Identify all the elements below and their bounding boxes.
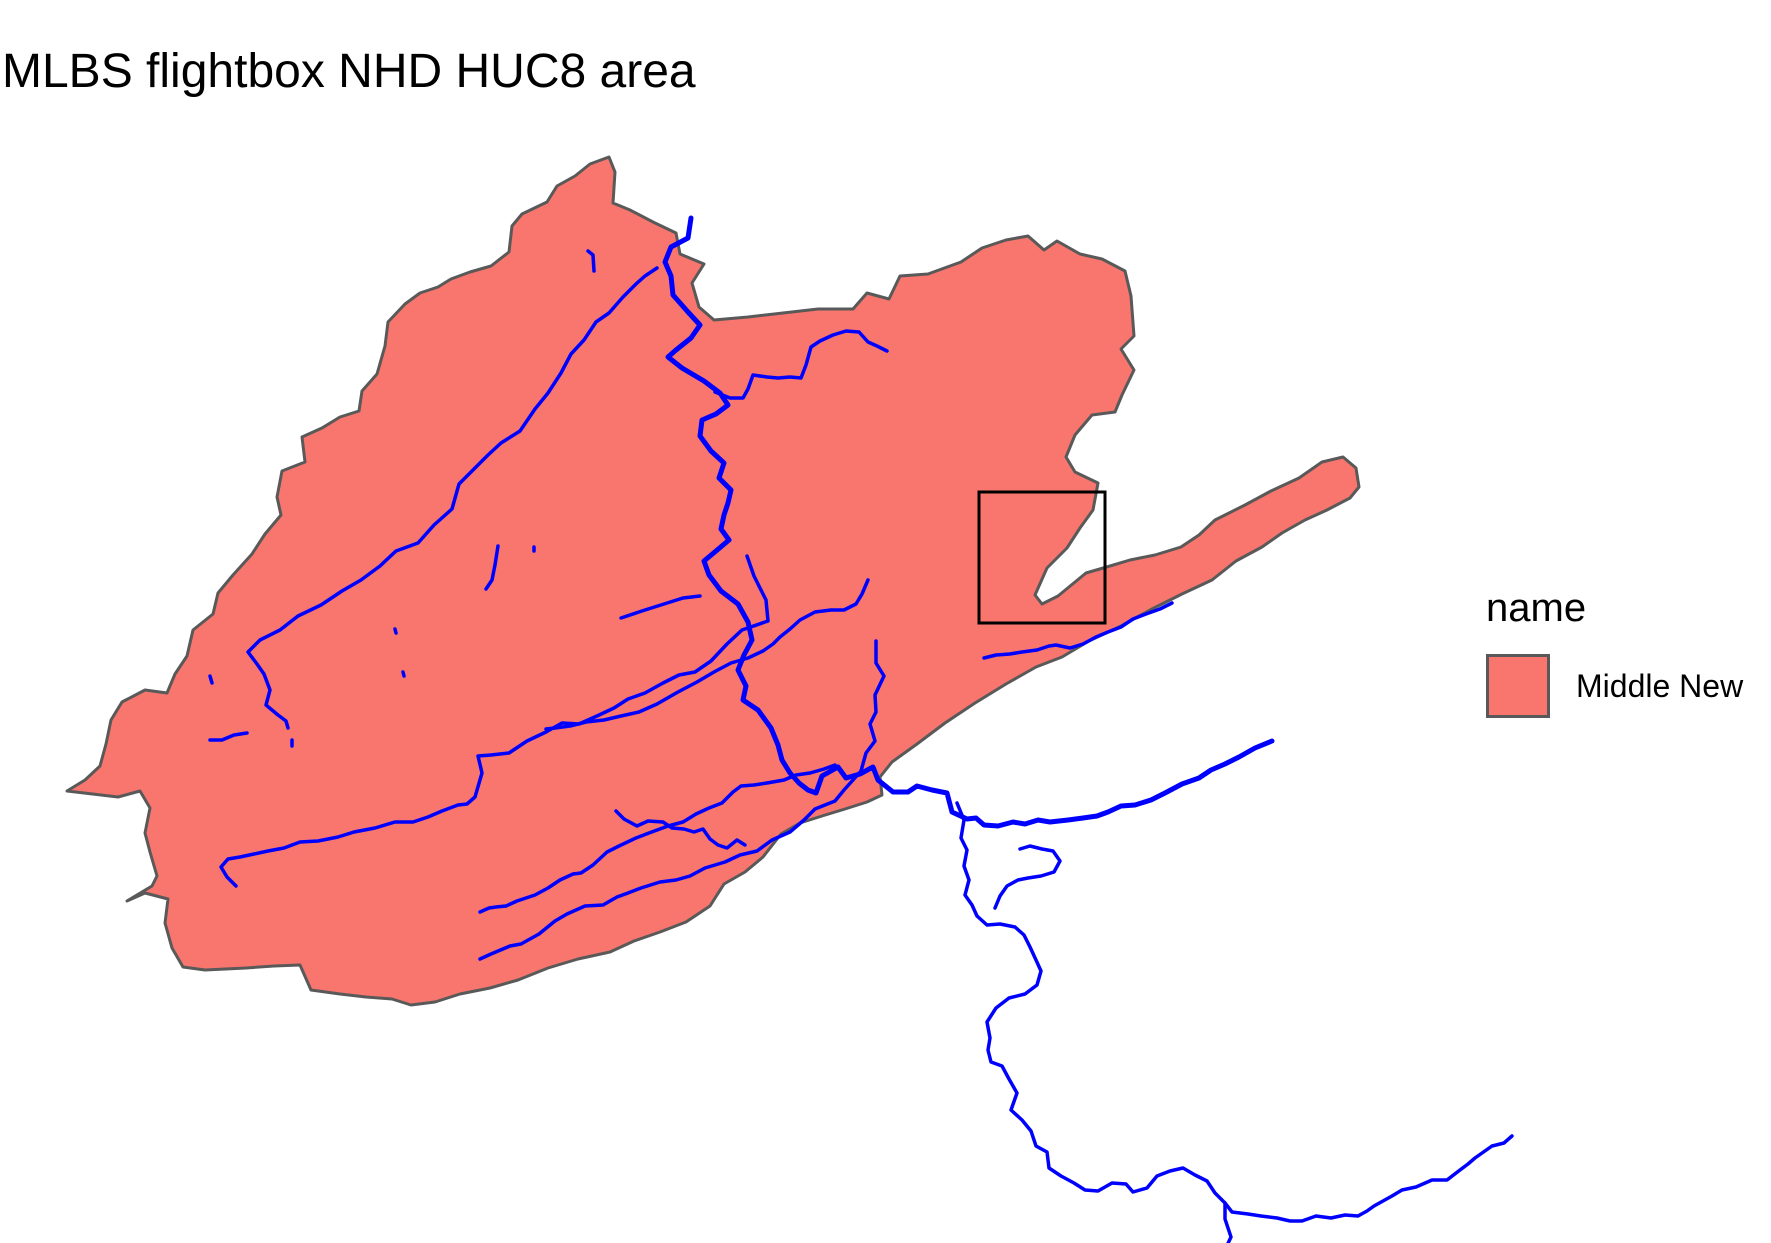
legend-item-label: Middle New [1576, 667, 1744, 704]
flightbox-rectangle [977, 490, 1107, 625]
plot-title: MLBS flightbox NHD HUC8 area [2, 45, 696, 98]
flowline-se-1 [478, 639, 886, 961]
nhd-flowlines [208, 215, 1514, 1243]
flowline-se-2 [478, 763, 837, 914]
flowline-downstream-branch [1223, 1201, 1233, 1243]
legend-key-swatch [1486, 654, 1550, 718]
flowline-central-1 [219, 554, 770, 888]
flowline-se-4 [982, 601, 1174, 660]
flowline-nw-tributary [246, 266, 659, 730]
legend-item: Middle New [1486, 654, 1743, 718]
flowline-ne-tributary [713, 329, 889, 400]
flowline-central-3 [619, 594, 702, 620]
flowline-central-2 [544, 578, 870, 731]
flowline-short-mid [484, 544, 500, 591]
flowline-downstream [955, 801, 1514, 1223]
flowline-dot-1 [208, 674, 214, 685]
legend: name Middle New [1486, 588, 1743, 718]
flowline-oxbow [993, 844, 1062, 910]
flowline-west-short [208, 731, 249, 742]
flowline-se-3 [614, 809, 747, 850]
flowline-nw-branch-a [586, 249, 596, 273]
flowline-dot-4 [401, 670, 406, 678]
flowline-dot-3 [393, 627, 398, 635]
legend-title: name [1486, 586, 1587, 630]
